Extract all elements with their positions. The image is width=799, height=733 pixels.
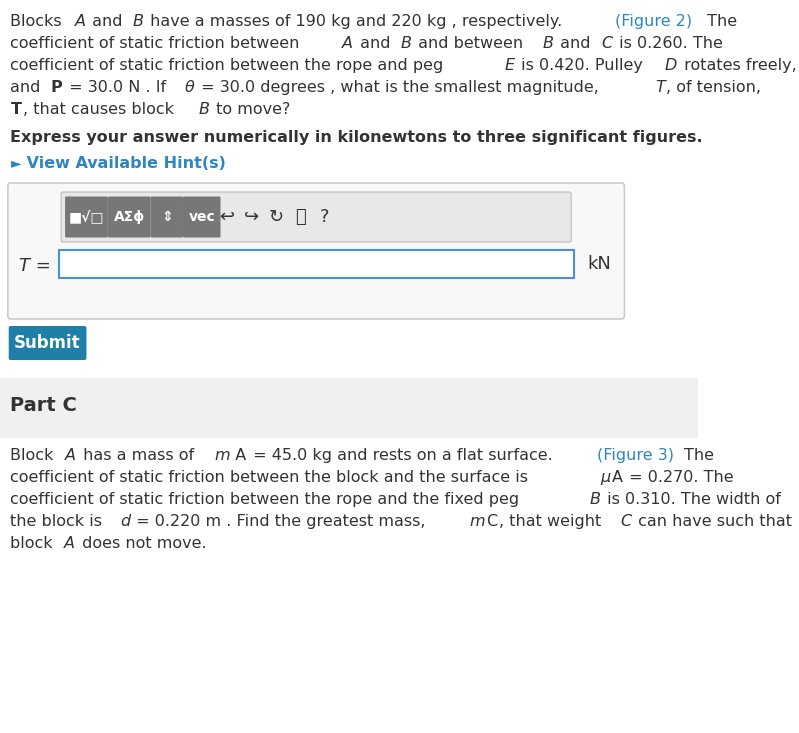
Text: = 45.0 kg and rests on a flat surface.: = 45.0 kg and rests on a flat surface. [248,448,558,463]
Text: B: B [400,36,411,51]
Text: ⇕: ⇕ [161,210,173,224]
Text: ⌸: ⌸ [295,208,306,226]
Text: A: A [611,470,622,485]
Text: coefficient of static friction between the rope and peg: coefficient of static friction between t… [10,58,449,73]
Text: A: A [342,36,353,51]
Text: T: T [655,80,665,95]
Text: Express your answer numerically in kilonewtons to three significant figures.: Express your answer numerically in kilon… [10,130,703,145]
Text: Part C: Part C [10,396,78,415]
Text: θ: θ [185,80,194,95]
Text: to move?: to move? [211,102,291,117]
Text: kN: kN [587,255,610,273]
Text: C: C [487,514,498,529]
Text: E: E [504,58,515,73]
Text: A: A [66,448,76,463]
Text: is 0.310. The width of: is 0.310. The width of [602,492,781,507]
Text: (Figure 2): (Figure 2) [615,14,692,29]
FancyBboxPatch shape [58,250,574,278]
Text: The: The [702,14,737,29]
Text: P: P [50,80,62,95]
Text: A: A [74,14,85,29]
Text: have a masses of 190 kg and 220 kg , respectively.: have a masses of 190 kg and 220 kg , res… [145,14,562,29]
Text: d: d [120,514,130,529]
FancyBboxPatch shape [8,183,625,319]
Text: and: and [10,80,46,95]
Text: = 30.0 N . If: = 30.0 N . If [64,80,171,95]
Text: Block: Block [10,448,59,463]
Text: ↻: ↻ [268,208,284,226]
FancyBboxPatch shape [9,326,86,360]
Text: Submit: Submit [14,334,81,352]
Text: ►: ► [10,156,21,170]
Text: A: A [64,536,75,551]
Text: (Figure 3): (Figure 3) [597,448,674,463]
Text: coefficient of static friction between the block and the surface is: coefficient of static friction between t… [10,470,534,485]
Text: the block is: the block is [10,514,108,529]
Text: is 0.420. Pulley: is 0.420. Pulley [516,58,648,73]
Text: ■√□: ■√□ [69,210,104,224]
Text: A: A [232,448,246,463]
Text: and: and [355,36,396,51]
Text: C: C [601,36,612,51]
Text: is 0.260. The: is 0.260. The [614,36,722,51]
Text: B: B [133,14,144,29]
Text: block: block [10,536,58,551]
Text: AΣϕ: AΣϕ [113,210,145,224]
Text: and: and [555,36,596,51]
Text: coefficient of static friction between the rope and the fixed peg: coefficient of static friction between t… [10,492,525,507]
Text: rotates freely,: rotates freely, [678,58,797,73]
Text: m: m [469,514,485,529]
Text: and between: and between [413,36,528,51]
Bar [0,378,698,438]
Text: = 0.270. The: = 0.270. The [624,470,733,485]
Text: , of tension,: , of tension, [666,80,761,95]
Text: B: B [590,492,601,507]
Text: = 30.0 degrees , what is the smallest magnitude,: = 30.0 degrees , what is the smallest ma… [196,80,603,95]
Text: does not move.: does not move. [77,536,206,551]
Text: and: and [87,14,128,29]
Text: T: T [10,102,22,117]
Text: C: C [620,514,631,529]
Text: , that causes block: , that causes block [23,102,179,117]
Text: coefficient of static friction between: coefficient of static friction between [10,36,305,51]
Text: μ: μ [600,470,610,485]
FancyBboxPatch shape [62,192,571,242]
Text: ↪: ↪ [244,208,259,226]
FancyBboxPatch shape [151,196,183,237]
Text: vec: vec [189,210,215,224]
Text: The: The [684,448,714,463]
Text: can have such that: can have such that [633,514,792,529]
Text: ↩: ↩ [220,208,235,226]
FancyBboxPatch shape [65,196,108,237]
Text: Blocks: Blocks [10,14,67,29]
Text: B: B [543,36,554,51]
Text: has a mass of: has a mass of [78,448,199,463]
Text: = 0.220 m . Find the greatest mass,: = 0.220 m . Find the greatest mass, [131,514,431,529]
Text: D: D [665,58,677,73]
Text: View Available Hint(s): View Available Hint(s) [21,156,226,171]
Text: ?: ? [320,208,330,226]
FancyBboxPatch shape [108,196,151,237]
Text: B: B [199,102,210,117]
FancyBboxPatch shape [183,196,221,237]
Text: T =: T = [19,257,51,275]
Text: , that weight: , that weight [499,514,606,529]
Text: m: m [214,448,230,463]
